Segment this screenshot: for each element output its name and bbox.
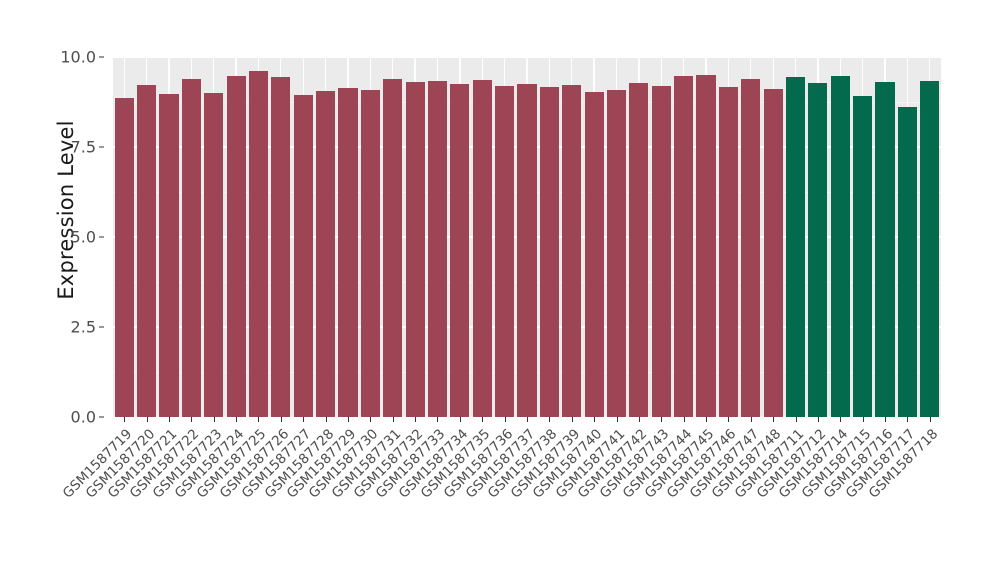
bar[interactable] bbox=[114, 98, 134, 417]
bar[interactable] bbox=[495, 85, 515, 417]
x-tick-mark bbox=[549, 417, 551, 422]
x-tick-mark bbox=[146, 417, 148, 422]
y-tick-mark bbox=[99, 416, 104, 418]
bar[interactable] bbox=[472, 80, 492, 417]
bar[interactable] bbox=[360, 90, 380, 417]
bar[interactable] bbox=[584, 92, 604, 417]
bar[interactable] bbox=[450, 83, 470, 417]
bar[interactable] bbox=[853, 95, 873, 417]
x-tick-mark bbox=[773, 417, 775, 422]
x-tick-mark bbox=[258, 417, 260, 422]
bar[interactable] bbox=[159, 94, 179, 417]
x-tick-mark bbox=[437, 417, 439, 422]
x-tick-mark bbox=[907, 417, 909, 422]
bar[interactable] bbox=[875, 82, 895, 417]
bar[interactable] bbox=[629, 82, 649, 417]
y-tick-label: 7.5 bbox=[70, 137, 96, 157]
x-tick-mark bbox=[370, 417, 372, 422]
x-tick-mark bbox=[482, 417, 484, 422]
bar[interactable] bbox=[763, 89, 783, 417]
x-tick-mark bbox=[817, 417, 819, 422]
x-tick-mark bbox=[347, 417, 349, 422]
bar[interactable] bbox=[293, 94, 313, 417]
x-axis-tick-labels: GSM1587719 GSM1587720 GSM1587721 GSM1587722… bbox=[60, 423, 941, 573]
x-tick-mark bbox=[795, 417, 797, 422]
x-tick-mark bbox=[504, 417, 506, 422]
x-tick-mark bbox=[236, 417, 238, 422]
plot-panel bbox=[113, 57, 941, 417]
bar[interactable] bbox=[830, 76, 850, 417]
x-tick-mark bbox=[616, 417, 618, 422]
bar[interactable] bbox=[517, 84, 537, 417]
y-tick-mark bbox=[99, 146, 104, 148]
x-tick-mark bbox=[124, 417, 126, 422]
x-tick-mark bbox=[728, 417, 730, 422]
x-tick-mark bbox=[191, 417, 193, 422]
x-tick-mark bbox=[661, 417, 663, 422]
bar[interactable] bbox=[226, 76, 246, 417]
bar[interactable] bbox=[562, 85, 582, 417]
bar[interactable] bbox=[897, 106, 917, 417]
bar[interactable] bbox=[696, 75, 716, 417]
bar[interactable] bbox=[137, 85, 157, 417]
x-tick-mark bbox=[706, 417, 708, 422]
bar[interactable] bbox=[606, 90, 627, 417]
x-tick-mark bbox=[325, 417, 327, 422]
x-tick-mark bbox=[392, 417, 394, 422]
y-tick-mark bbox=[99, 326, 104, 328]
bar[interactable] bbox=[405, 82, 425, 417]
y-tick-label: 5.0 bbox=[70, 227, 96, 247]
y-tick-label: 0.0 bbox=[70, 407, 96, 427]
bar[interactable] bbox=[808, 82, 828, 417]
x-tick-mark bbox=[280, 417, 282, 422]
x-tick-mark bbox=[638, 417, 640, 422]
x-axis-tick-marks bbox=[113, 417, 941, 423]
y-tick-mark bbox=[99, 236, 104, 238]
bar[interactable] bbox=[785, 76, 806, 417]
x-tick-mark bbox=[459, 417, 461, 422]
bar[interactable] bbox=[674, 75, 694, 417]
x-tick-mark bbox=[840, 417, 842, 422]
bar[interactable] bbox=[539, 87, 559, 417]
x-tick-mark bbox=[571, 417, 573, 422]
bar[interactable] bbox=[271, 77, 291, 417]
bar[interactable] bbox=[204, 93, 224, 417]
bar[interactable] bbox=[383, 79, 403, 417]
y-tick-label: 10.0 bbox=[60, 47, 96, 67]
x-tick-mark bbox=[862, 417, 864, 422]
x-tick-mark bbox=[168, 417, 170, 422]
x-tick-mark bbox=[527, 417, 528, 422]
x-tick-mark bbox=[929, 417, 931, 422]
y-axis-tick-labels: 0.0 2.5 5.0 7.5 10.0 bbox=[58, 48, 104, 427]
y-tick-label: 2.5 bbox=[70, 317, 96, 337]
bar[interactable] bbox=[316, 90, 336, 417]
x-tick-mark bbox=[213, 417, 215, 422]
x-tick-mark bbox=[750, 417, 752, 422]
bar[interactable] bbox=[248, 70, 269, 417]
bar[interactable] bbox=[651, 86, 671, 417]
bar[interactable] bbox=[181, 78, 201, 417]
x-tick-mark bbox=[415, 417, 417, 422]
bar[interactable] bbox=[920, 81, 940, 417]
bar[interactable] bbox=[741, 78, 761, 417]
x-tick-mark bbox=[885, 417, 887, 422]
bar[interactable] bbox=[338, 87, 358, 417]
y-tick-mark bbox=[99, 56, 104, 58]
x-tick-mark bbox=[303, 417, 305, 422]
x-tick-mark bbox=[594, 417, 596, 422]
bar[interactable] bbox=[718, 86, 738, 417]
x-tick-mark bbox=[683, 417, 685, 422]
bar[interactable] bbox=[427, 81, 448, 417]
